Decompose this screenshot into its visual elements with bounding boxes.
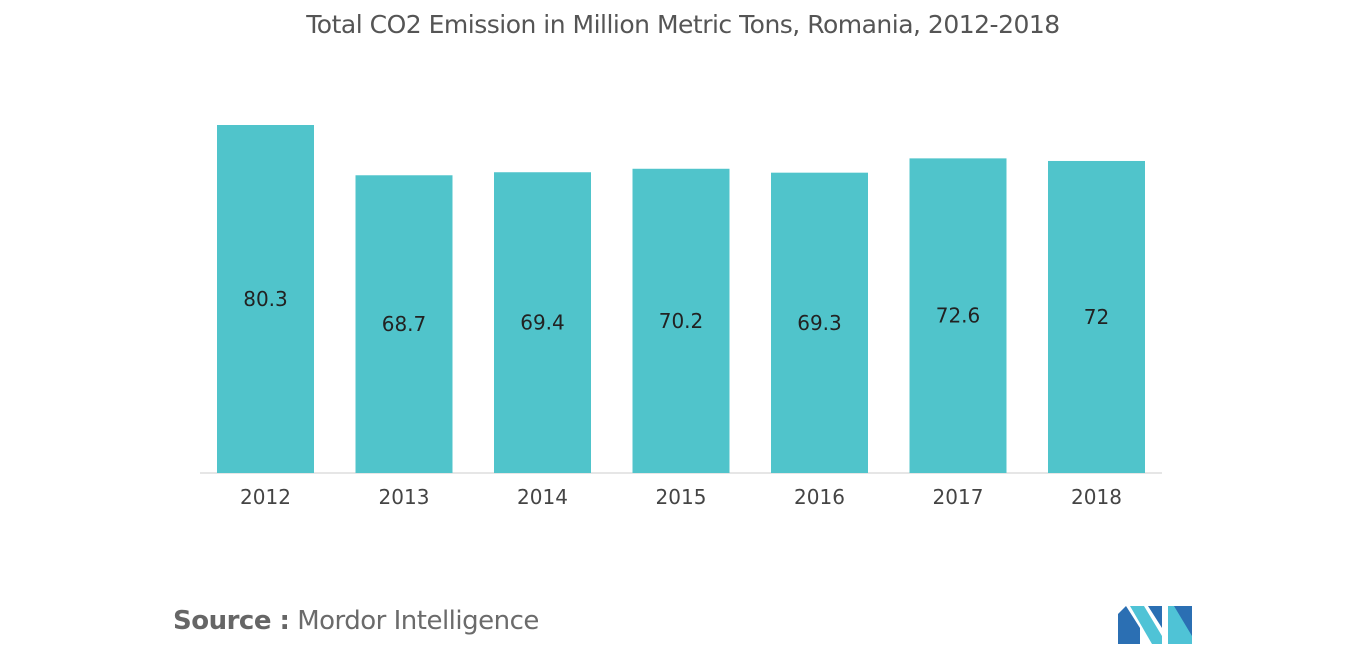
bar-2018 (1048, 160, 1145, 474)
value-label-2017: 72.6 (936, 304, 981, 328)
x-tick-2018: 2018 (1071, 485, 1122, 509)
bars-group (217, 125, 1145, 474)
bar-2015 (632, 168, 730, 473)
bar-2014 (494, 172, 591, 473)
x-tick-2012: 2012 (240, 485, 291, 509)
value-label-2015: 70.2 (659, 309, 704, 333)
bar-2016 (771, 172, 868, 473)
chart-title: Total CO2 Emission in Million Metric Ton… (306, 10, 1060, 39)
value-label-2018: 72 (1084, 305, 1109, 329)
bar-2012 (217, 125, 314, 473)
bar-2017 (909, 158, 1007, 473)
bar-chart: 80.368.7 69.4 70.2 69.3 72.6 72 2012 2013 2014 2… (200, 125, 1162, 509)
value-label-2014: 69.4 (520, 311, 565, 335)
x-tick-2013: 2013 (379, 485, 430, 509)
x-tick-2015: 2015 (656, 485, 707, 509)
x-tick-2017: 2017 (933, 485, 984, 509)
x-tick-2014: 2014 (517, 485, 568, 509)
value-label-2012: 80.3 (243, 287, 288, 311)
mordor-intelligence-logo-icon (1118, 606, 1192, 644)
source-footer: Source : Mordor Intelligence (173, 606, 539, 636)
bar-2013 (355, 175, 453, 473)
value-label-2013: 68.7 (382, 312, 427, 336)
source-label: Source : (173, 606, 290, 636)
x-tick-2016: 2016 (794, 485, 845, 509)
source-text: Mordor Intelligence (297, 606, 539, 636)
x-ticks-group: 2012 2013 2014 2015 2016 2017 2018 (240, 485, 1122, 509)
value-label-2016: 69.3 (797, 311, 842, 335)
value-labels-group: 80.3 68.7 69.4 70.2 69.3 72.6 72 (243, 287, 1109, 336)
